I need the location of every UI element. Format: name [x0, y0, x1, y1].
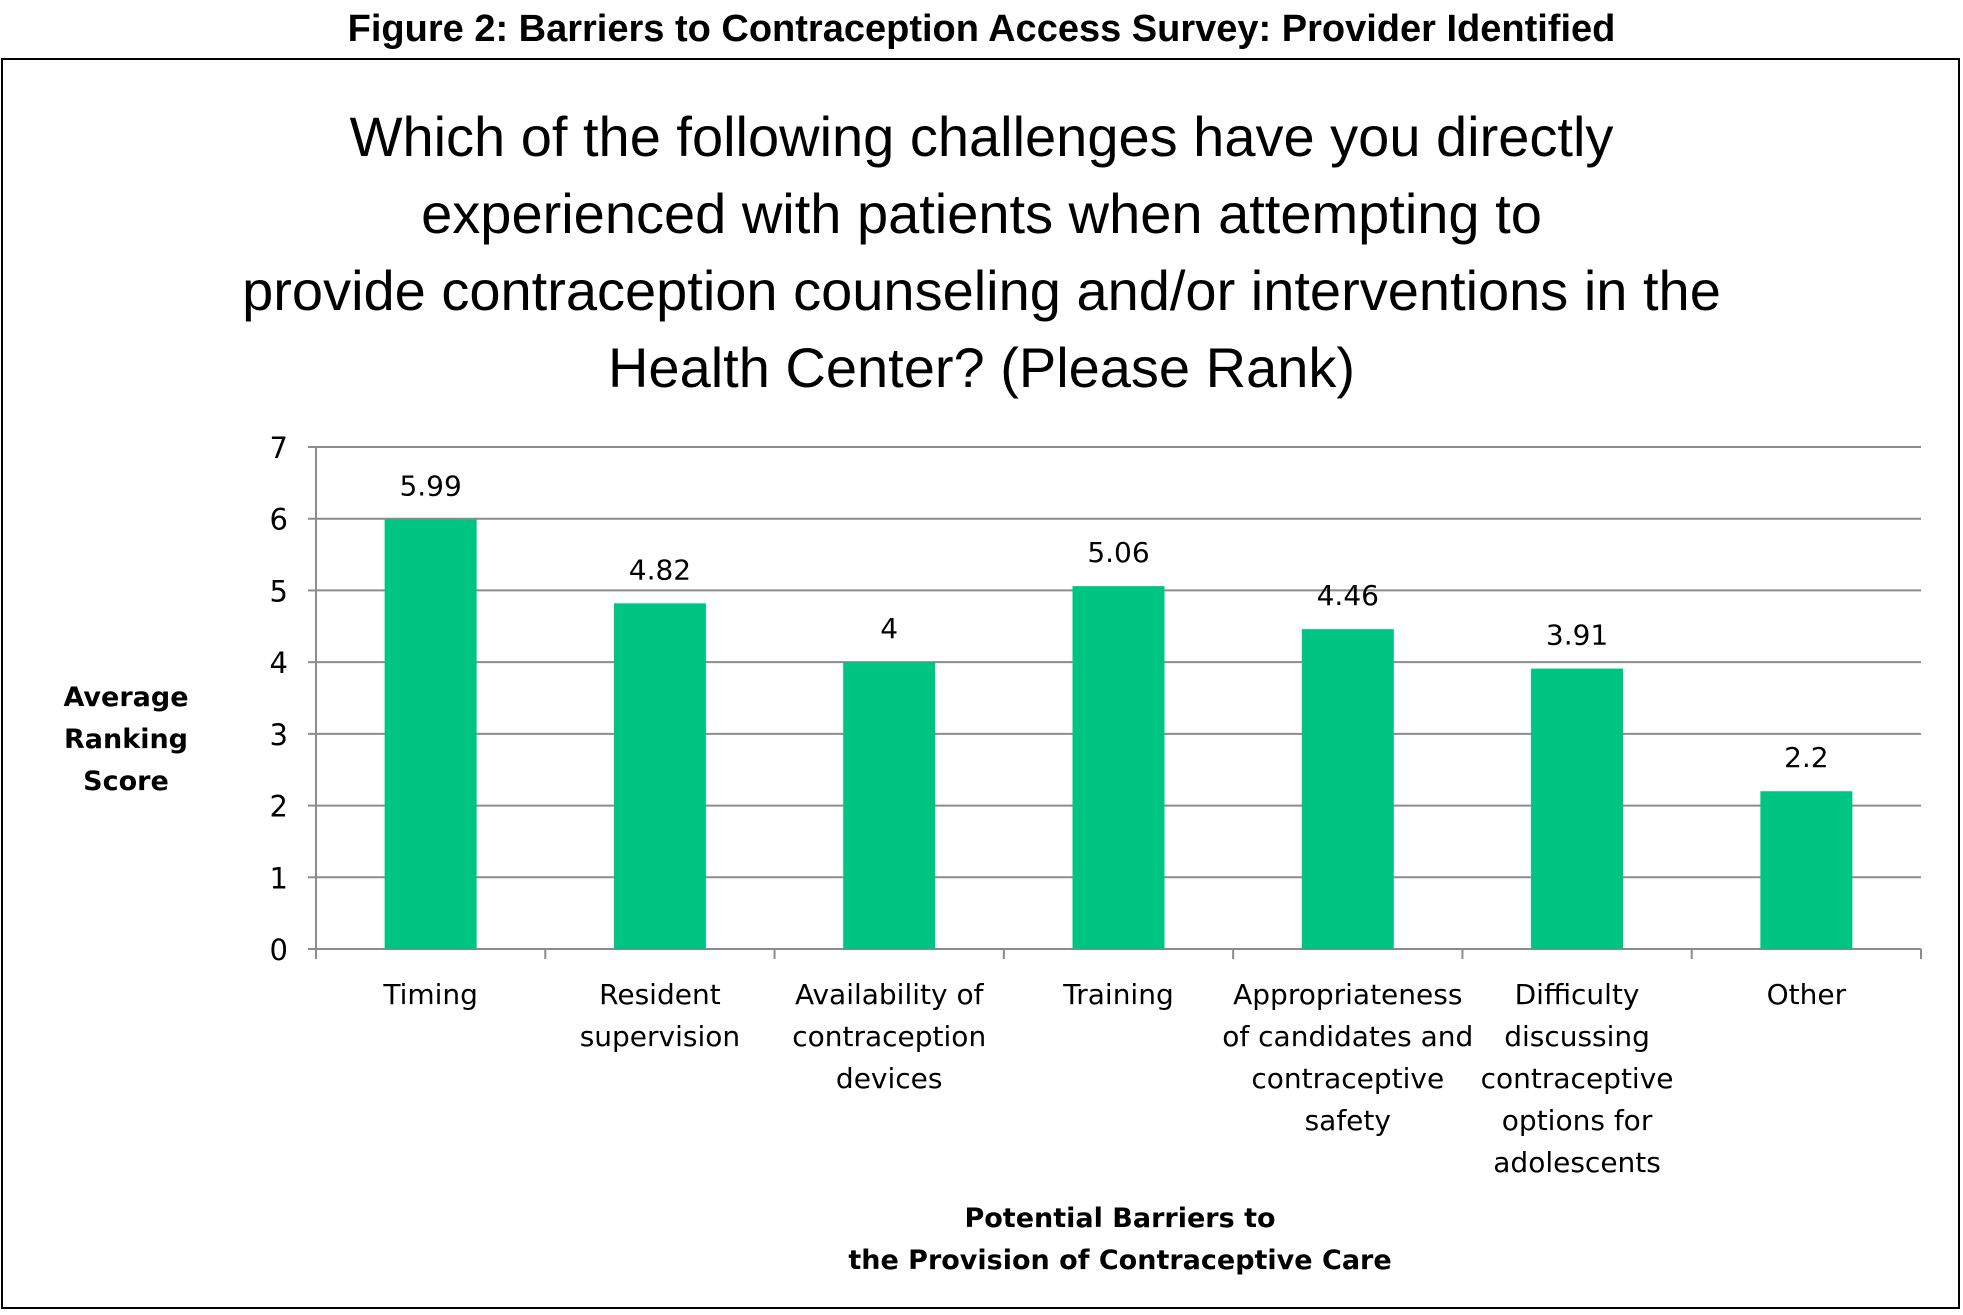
chart-title-line: experienced with patients when attemptin…	[421, 182, 1542, 245]
y-tick-label: 1	[270, 861, 288, 895]
y-tick-label: 5	[270, 574, 288, 608]
figure-caption: Figure 2: Barriers to Contraception Acce…	[347, 8, 1616, 50]
y-tick-label: 2	[270, 790, 288, 824]
data-label: 3.91	[1546, 619, 1608, 652]
bar	[1760, 791, 1853, 949]
chart-title-line: provide contraception counseling and/or …	[242, 259, 1721, 322]
x-tick-label: adolescents	[1493, 1146, 1661, 1179]
x-tick-label: contraceptive	[1481, 1062, 1674, 1095]
bar	[1072, 586, 1165, 949]
x-tick-label: safety	[1305, 1104, 1391, 1137]
x-tick-label: of candidates and	[1222, 1020, 1473, 1053]
x-tick-label: Resident	[599, 978, 721, 1011]
x-tick-label: options for	[1502, 1104, 1653, 1137]
bar	[384, 519, 477, 949]
x-axis-label-line: the Provision of Contraceptive Care	[848, 1245, 1392, 1276]
bar	[843, 662, 936, 949]
y-axis-label: Average Ranking Score	[0, 677, 252, 803]
bar	[1531, 668, 1624, 949]
y-tick-label: 6	[270, 503, 288, 537]
y-tick-label: 4	[270, 646, 288, 680]
x-tick-label: devices	[836, 1062, 943, 1095]
data-label: 4.46	[1317, 579, 1379, 612]
data-label: 5.06	[1087, 536, 1149, 569]
bar	[613, 603, 706, 949]
x-tick-label: discussing	[1504, 1020, 1650, 1053]
chart-title-line: Which of the following challenges have y…	[349, 105, 1614, 168]
y-tick-label: 3	[270, 718, 288, 752]
bar	[1301, 629, 1394, 949]
data-label: 5.99	[399, 469, 461, 502]
x-tick-label: Availability of	[795, 978, 985, 1011]
chart-frame	[1, 58, 1960, 1309]
x-tick-label: Training	[1062, 978, 1173, 1011]
data-label: 2.2	[1784, 741, 1829, 774]
data-label: 4.82	[629, 553, 691, 586]
y-axis-label-line: Score	[83, 766, 169, 797]
chart-title-line: Health Center? (Please Rank)	[607, 336, 1356, 399]
x-tick-label: Other	[1767, 978, 1847, 1011]
x-tick-label: Difficulty	[1515, 978, 1640, 1011]
x-tick-label: contraception	[792, 1020, 986, 1053]
y-tick-label: 7	[270, 431, 288, 465]
y-axis-label-line: Average Ranking	[63, 682, 189, 755]
x-tick-label: Appropriateness	[1233, 978, 1462, 1011]
x-tick-label: contraceptive	[1251, 1062, 1444, 1095]
y-tick-label: 0	[270, 933, 288, 967]
x-tick-label: Timing	[382, 978, 478, 1011]
x-axis-label: Potential Barriers to the Provision of C…	[800, 1198, 1440, 1282]
x-axis-label-line: Potential Barriers to	[964, 1203, 1276, 1234]
chart-title: Which of the following challenges have y…	[0, 98, 1963, 406]
data-label: 4	[880, 612, 898, 645]
x-tick-label: supervision	[580, 1020, 740, 1053]
